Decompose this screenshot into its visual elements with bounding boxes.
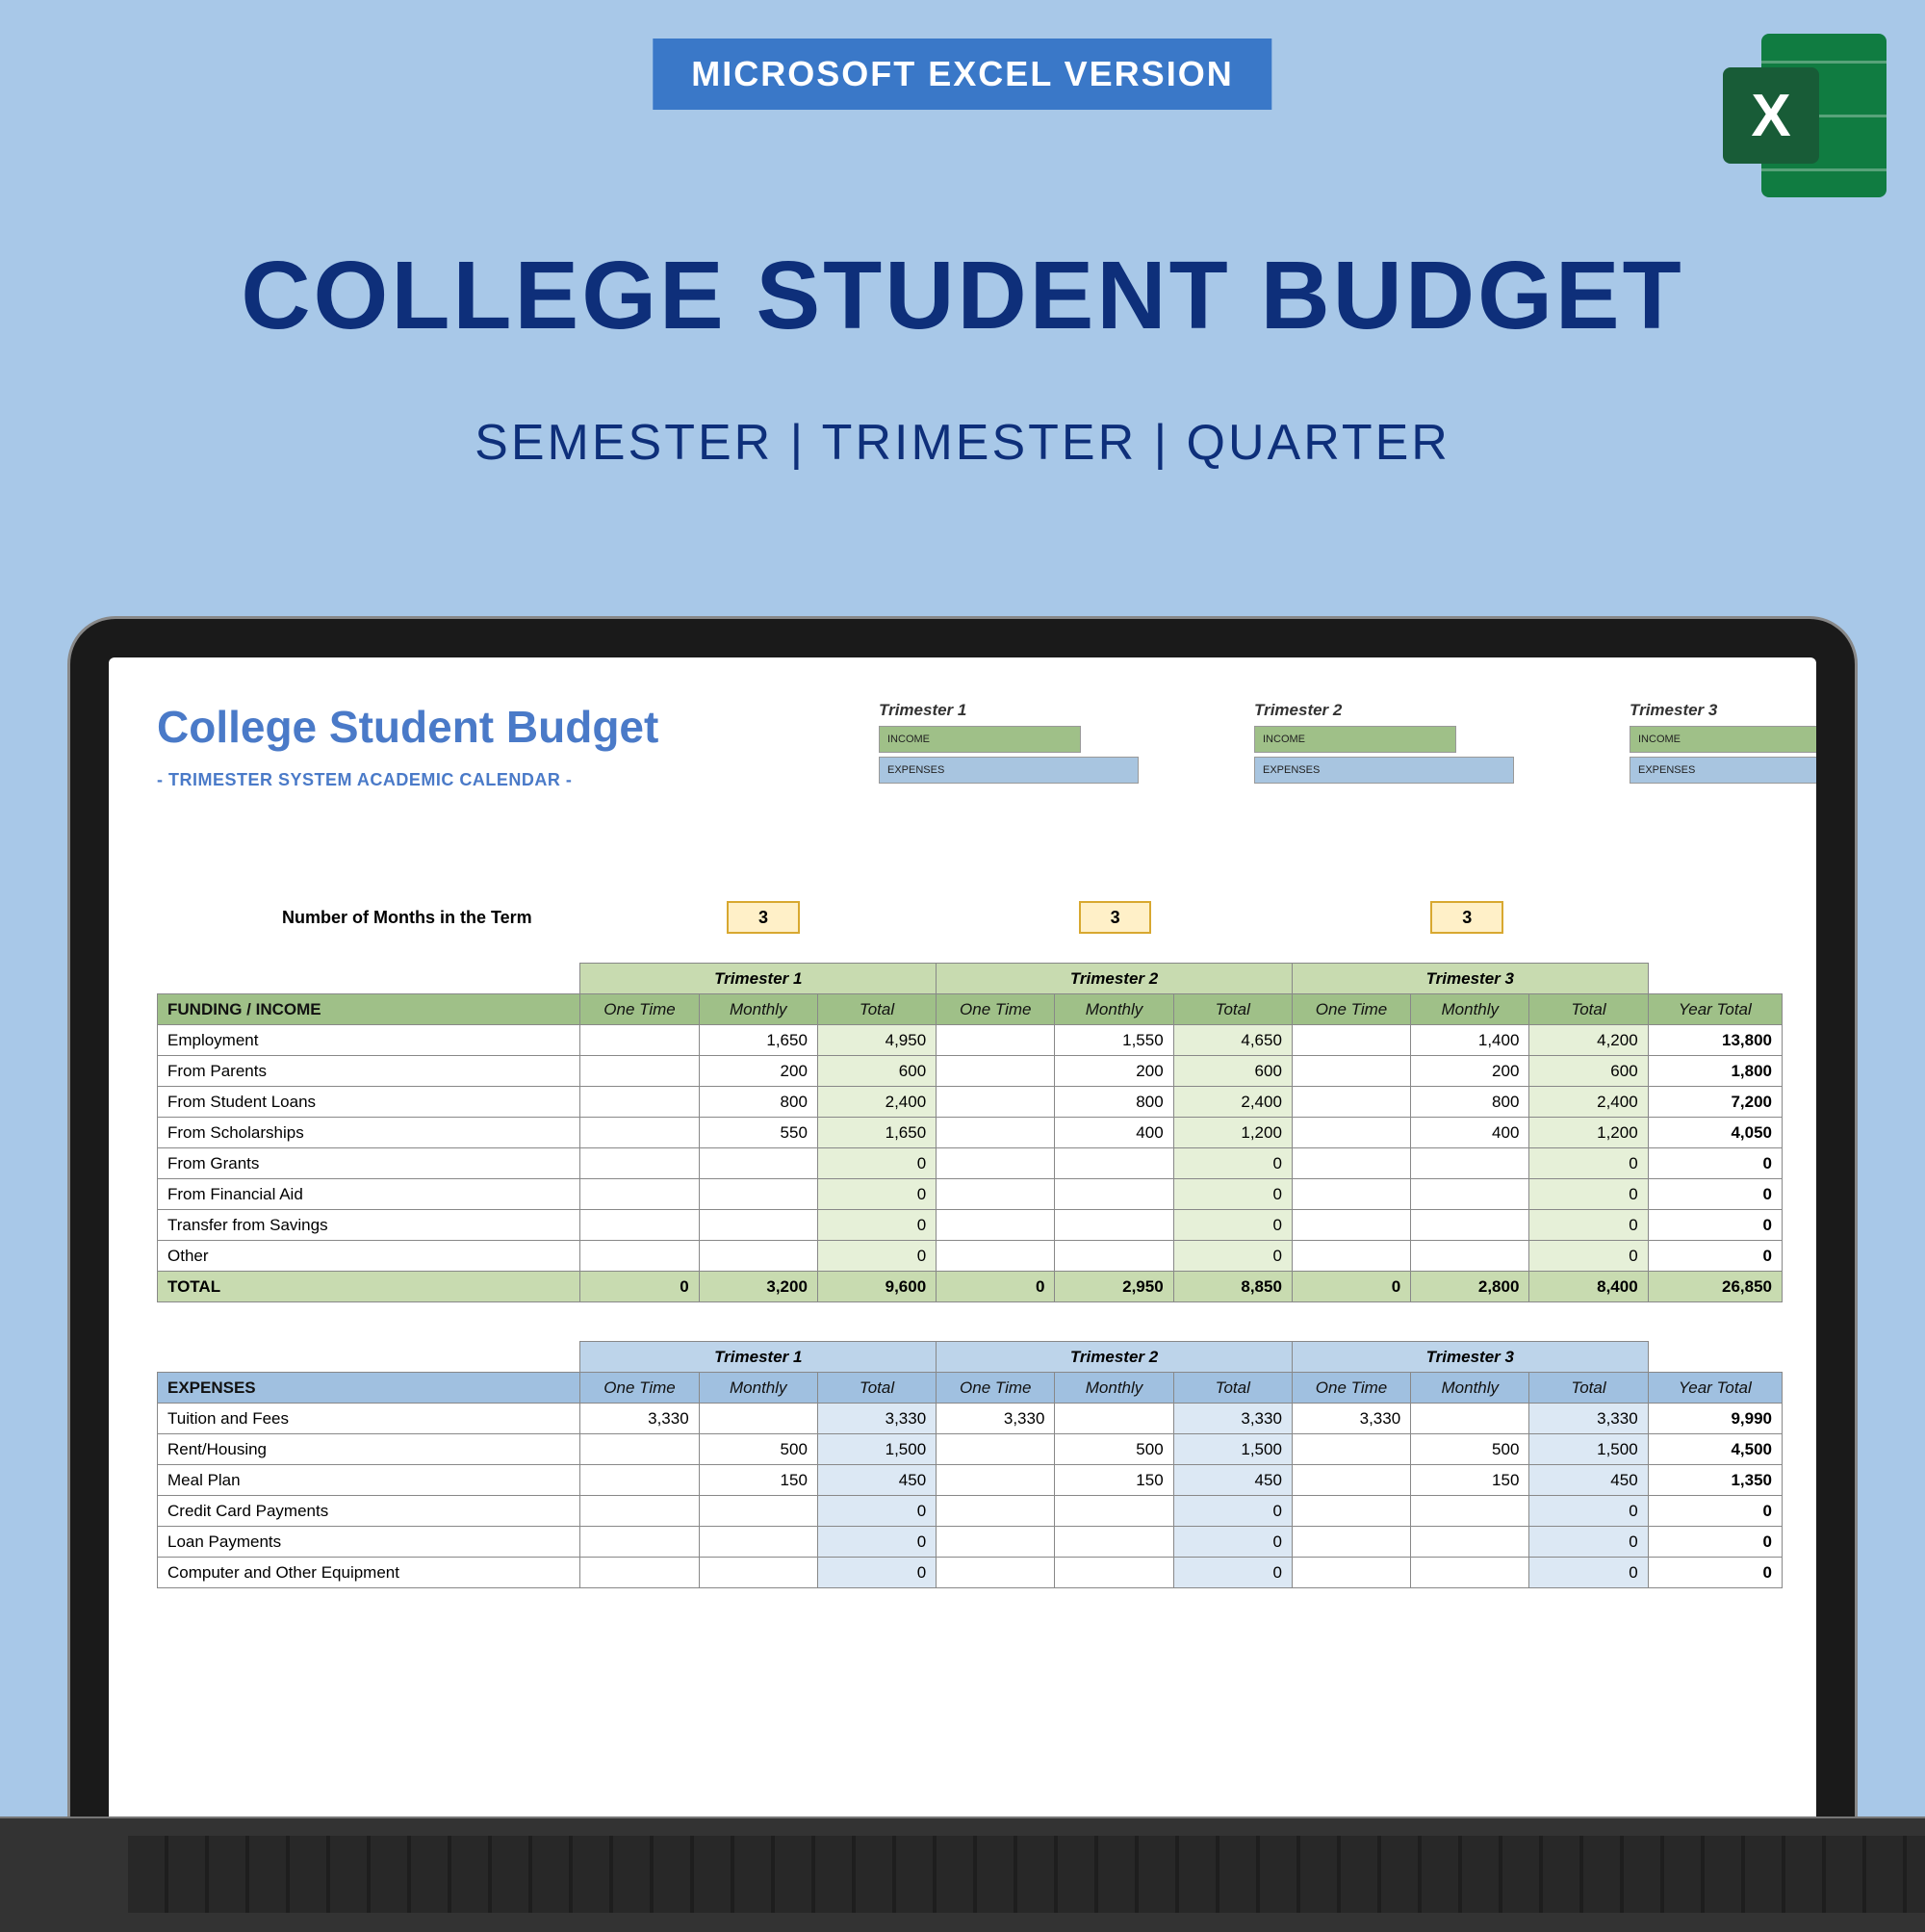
table-row: From Grants0000 xyxy=(158,1148,1783,1179)
months-label: Number of Months in the Term xyxy=(157,908,727,928)
laptop-frame: College Student Budget - TRIMESTER SYSTE… xyxy=(67,616,1858,1925)
table-row: Tuition and Fees3,3303,3303,3303,3303,33… xyxy=(158,1404,1783,1434)
page-subtitle: SEMESTER | TRIMESTER | QUARTER xyxy=(475,414,1450,472)
table-row: Rent/Housing5001,5005001,5005001,5004,50… xyxy=(158,1434,1783,1465)
table-row: Meal Plan1504501504501504501,350 xyxy=(158,1465,1783,1496)
table-row: From Parents2006002006002006001,800 xyxy=(158,1056,1783,1087)
version-banner: MICROSOFT EXCEL VERSION xyxy=(653,39,1271,110)
mini-chart-term1: Trimester 1 INCOME EXPENSES xyxy=(879,701,1139,787)
table-row: Other0000 xyxy=(158,1241,1783,1272)
table-row: From Scholarships5501,6504001,2004001,20… xyxy=(158,1118,1783,1148)
income-table: Trimester 1Trimester 2Trimester 3FUNDING… xyxy=(157,963,1783,1302)
table-row: Transfer from Savings0000 xyxy=(158,1210,1783,1241)
expense-table: Trimester 1Trimester 2Trimester 3EXPENSE… xyxy=(157,1341,1783,1588)
months-term1[interactable]: 3 xyxy=(727,901,800,934)
keyboard xyxy=(0,1816,1925,1932)
mini-chart-term3: Trimester 3 INCOME EXPENSES xyxy=(1630,701,1816,787)
months-term2[interactable]: 3 xyxy=(1079,901,1152,934)
table-row: From Financial Aid0000 xyxy=(158,1179,1783,1210)
table-row: Employment1,6504,9501,5504,6501,4004,200… xyxy=(158,1025,1783,1056)
table-row: Computer and Other Equipment0000 xyxy=(158,1558,1783,1588)
excel-icon: X xyxy=(1723,34,1886,197)
table-row: From Student Loans8002,4008002,4008002,4… xyxy=(158,1087,1783,1118)
months-term3[interactable]: 3 xyxy=(1430,901,1503,934)
spreadsheet-screen: College Student Budget - TRIMESTER SYSTE… xyxy=(109,657,1816,1922)
mini-chart-term2: Trimester 2 INCOME EXPENSES xyxy=(1254,701,1514,787)
table-row: Loan Payments0000 xyxy=(158,1527,1783,1558)
total-row: TOTAL03,2009,60002,9508,85002,8008,40026… xyxy=(158,1272,1783,1302)
table-row: Credit Card Payments0000 xyxy=(158,1496,1783,1527)
page-title: COLLEGE STUDENT BUDGET xyxy=(241,241,1683,351)
